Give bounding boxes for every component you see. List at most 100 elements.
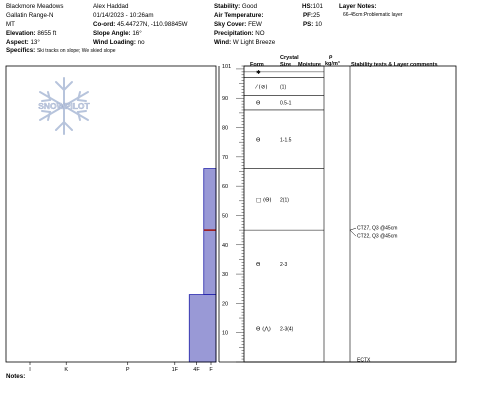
snowflake-logo-icon <box>39 77 89 135</box>
notes-label: Notes: <box>6 373 25 380</box>
hardness-bar <box>188 294 217 363</box>
air-temp-label: Air Temperature: <box>214 12 264 19</box>
ps-label: PS: <box>303 21 314 28</box>
hardness-tick-label: I <box>29 367 31 373</box>
crystal-form: ⁄ (⊘) <box>255 85 268 91</box>
height-tick-label: 80 <box>222 126 228 132</box>
observer-name: Alex Haddad <box>93 3 129 10</box>
wind-row: Wind: W Light Breeze <box>214 38 275 47</box>
crystal-size: 2-3(4) <box>280 326 294 332</box>
column-header-density: kg/m³ <box>325 60 340 67</box>
wind-label: Wind: <box>214 39 232 46</box>
column-header-crystal: Crystal <box>280 55 299 61</box>
hs-row: HS:101 <box>302 2 323 11</box>
stability-label: Stability: <box>214 3 241 10</box>
conditions-block: Stability: Good Air Temperature: Sky Cov… <box>214 2 275 47</box>
hardness-tick-label: P <box>126 367 130 373</box>
crystal-form: ✱ <box>256 69 261 76</box>
crystal-size: 2(1) <box>280 197 289 203</box>
height-tick-label: 70 <box>222 155 228 161</box>
height-tick-label: 30 <box>222 272 228 278</box>
stability-test: CT22, Q3 @45cm <box>357 234 397 240</box>
sky-row: Sky Cover: FEW <box>214 20 275 29</box>
layer-annotations: ✱ ⁄ (⊘) (1) Θ 0.5-1 Θ 1-1.5 □ (Θ) 2(1) Θ 2-3 Θ (⋀) 2… <box>255 69 397 364</box>
hardness-tick-label: K <box>64 367 68 373</box>
slope-label: Slope Angle: <box>93 30 131 37</box>
pf-value: 25 <box>312 12 320 19</box>
stability-value: Good <box>241 3 258 10</box>
column-header-stability: Stability tests & Layer comments <box>351 62 438 68</box>
logo-text: SNOWPILOT <box>38 101 90 111</box>
area-name: Blackmore Meadows <box>6 3 64 10</box>
slope-value: 16° <box>132 30 142 37</box>
crystal-form: Θ <box>256 137 261 143</box>
sky-label: Sky Cover: <box>214 21 247 28</box>
slope-row: Slope Angle: 16° <box>93 29 187 38</box>
coord-row: Co-ord: 45.44727N, -110.98845W <box>93 20 187 29</box>
specifics-label: Specifics: <box>6 47 36 54</box>
layer-grid: I K P 1F 4F F 10 20 30 40 50 60 70 80 90 101 <box>5 64 457 373</box>
stability-test: ECTX <box>357 358 371 364</box>
ps-value: 10 <box>315 21 322 28</box>
test-leader <box>349 227 357 231</box>
ps-row: PS: 10 <box>302 20 323 29</box>
hardness-tick-label: F <box>209 367 213 373</box>
crystal-size: 1-1.5 <box>280 137 292 143</box>
snowpack-block: HS:101 PF:25 PS: 10 <box>302 2 323 29</box>
location-block: Blackmore Meadows Gallatin Range-N MT El… <box>6 2 63 47</box>
layer-notes-block: Layer Notes: 66-45cm:Problematic layer <box>339 2 402 20</box>
specifics-row: Specifics: Ski tracks on slope; We skied… <box>6 46 116 56</box>
hs-label: HS: <box>302 3 313 10</box>
crystal-size: (1) <box>280 85 286 91</box>
layer-notes-text: 66-45cm:Problematic layer <box>343 12 403 18</box>
coord-value: 45.44727N, -110.98845W <box>117 21 188 28</box>
height-tick-label: 10 <box>222 331 228 337</box>
stability-row: Stability: Good <box>214 2 275 11</box>
wind-loading-row: Wind Loading: no <box>93 38 187 47</box>
column-header-form: Form <box>250 62 264 68</box>
height-tick-label: 101 <box>222 64 231 70</box>
elevation-value: 8655 ft <box>37 30 57 37</box>
precip-row: Precipitation: NO <box>214 29 275 38</box>
aspect-row: Aspect: 13° <box>6 38 63 47</box>
pf-label: PF: <box>303 12 313 19</box>
height-tick-label: 90 <box>222 96 228 102</box>
specifics-value: Ski tracks on slope; We skied slope <box>36 48 116 54</box>
height-tick-label: 60 <box>222 184 228 190</box>
pf-row: PF:25 <box>302 11 323 20</box>
wind-loading-value: no <box>137 39 145 46</box>
state-name: MT <box>6 21 15 28</box>
crystal-form: Θ <box>256 101 261 107</box>
height-tick-label: 20 <box>222 301 228 307</box>
crystal-form: Θ <box>256 262 261 268</box>
sky-value: FEW <box>248 21 262 28</box>
crystal-size: 2-3 <box>280 262 287 268</box>
observation-datetime: 01/14/2023 - 10:26am <box>93 12 154 19</box>
aspect-label: Aspect: <box>6 39 29 46</box>
coord-label: Co-ord: <box>93 21 116 28</box>
crystal-form: □ (Θ) <box>256 197 272 203</box>
aspect-value: 13° <box>30 39 40 46</box>
test-leader <box>349 229 357 237</box>
column-header-size: Size <box>280 62 291 68</box>
height-tick-label: 40 <box>222 243 228 249</box>
air-temp-row: Air Temperature: <box>214 11 275 20</box>
hardness-bar <box>203 168 217 295</box>
wind-value: W Light Breeze <box>232 39 276 46</box>
elevation-label: Elevation: <box>6 30 36 37</box>
precip-value: NO <box>255 30 265 37</box>
column-header-rho: ρ <box>329 54 333 60</box>
hardness-plot-frame <box>5 65 217 363</box>
height-tick-label: 50 <box>222 213 228 219</box>
crystal-form: Θ (⋀) <box>256 326 271 332</box>
elevation-row: Elevation: 8655 ft <box>6 29 63 38</box>
hardness-tick-label: 1F <box>172 367 179 373</box>
wind-loading-label: Wind Loading: <box>93 39 136 46</box>
hardness-tick-label: 4F <box>193 367 200 373</box>
observation-block: Alex Haddad 01/14/2023 - 10:26am Co-ord:… <box>93 2 187 47</box>
hardness-profile <box>188 168 217 363</box>
layer-notes-title: Layer Notes: <box>339 3 377 10</box>
precip-label: Precipitation: <box>214 30 254 37</box>
crystal-size: 0.5-1 <box>280 101 292 107</box>
